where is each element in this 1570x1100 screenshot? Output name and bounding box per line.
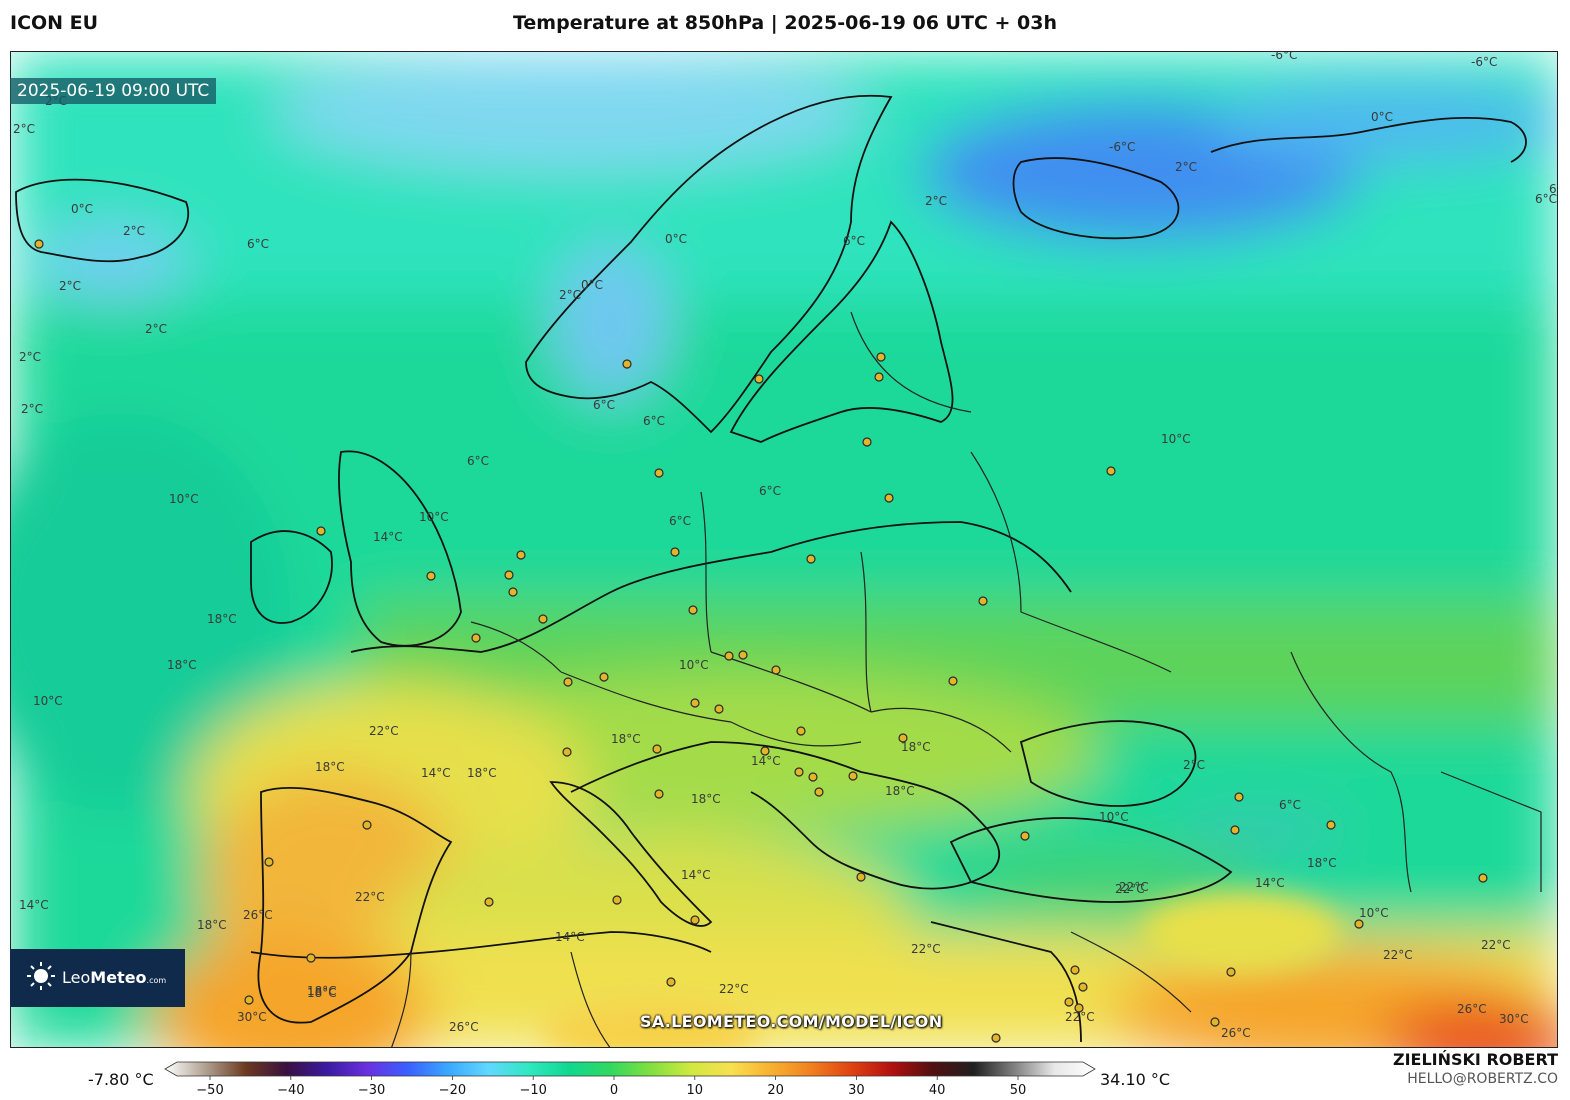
borders (391, 311, 1542, 1047)
contour-label: 10°C (1359, 906, 1389, 920)
colorbar-tick-label: 0 (609, 1083, 619, 1098)
contour-label: -6°C (1109, 140, 1136, 154)
contour-label: 26°C (449, 1020, 479, 1034)
colorbar (164, 1061, 1096, 1080)
contour-label: 26°C (1457, 1002, 1487, 1016)
contour-label: 18°C (1307, 856, 1337, 870)
contour-label: -6°C (1471, 55, 1498, 69)
contour-label: 14°C (1255, 876, 1285, 890)
contour-label: 22°C (911, 942, 941, 956)
valid-time-badge: 2025-06-19 09:00 UTC (10, 78, 217, 104)
contour-label: 14°C (19, 898, 49, 912)
contour-label: 6°C (759, 484, 782, 498)
contour-label: 6°C (1535, 192, 1558, 206)
model-name: ICON EU (10, 12, 99, 34)
contour-label: 6°C (1549, 182, 1557, 196)
contour-label: 2°C (1175, 160, 1198, 174)
source-watermark: SA.LEOMETEO.COM/MODEL/ICON (640, 1012, 943, 1031)
logo-brand-light: Leo (62, 968, 91, 987)
contour-label: 10°C (679, 658, 709, 672)
contour-label: 0°C (665, 232, 688, 246)
author-contact: HELLO@ROBERTZ.CO (1407, 1071, 1558, 1087)
contour-label: 2°C (1183, 758, 1206, 772)
colorbar-tick-label: −30 (357, 1083, 386, 1098)
contour-label: 2°C (19, 350, 42, 364)
contour-label: 0°C (581, 278, 604, 292)
contour-label: 30°C (237, 1010, 267, 1024)
contour-label: 14°C (373, 530, 403, 544)
colorbar-tick-label: 20 (767, 1083, 784, 1098)
contour-label: 6°C (593, 398, 616, 412)
contour-label: 18°C (167, 658, 197, 672)
colorbar-min-label: -7.80 °C (88, 1070, 154, 1089)
sun-icon (27, 962, 55, 990)
colorbar-tick-label: 50 (1009, 1083, 1027, 1098)
leometeo-logo[interactable]: LeoMeteo.com (10, 949, 185, 1007)
city-markers (34, 239, 1488, 1043)
contour-label: 22°C (355, 890, 385, 904)
colorbar-tick-label: 30 (848, 1083, 865, 1098)
map[interactable]: 2°C 2°C 0°C 2°C 6°C 2°C 2°C 2°C 2°C 0°C … (10, 51, 1558, 1048)
colorbar-tick-label: −20 (438, 1083, 467, 1098)
colorbar-tick-label: −10 (519, 1083, 547, 1098)
contour-label: 18°C (197, 918, 227, 932)
contour-label: 22°C (1119, 880, 1149, 894)
contour-label: 2°C (123, 224, 146, 238)
contour-label: 10°C (1099, 810, 1129, 824)
contour-label: 18°C (901, 740, 931, 754)
logo-domain: .com (146, 976, 167, 985)
contour-label: 22°C (1065, 1010, 1095, 1024)
contour-label: 30°C (1499, 1012, 1529, 1026)
colorbar-tick-label: −40 (277, 1083, 305, 1098)
contour-label: 6°C (467, 454, 490, 468)
contour-label: 18°C (307, 984, 337, 998)
contour-label: 0°C (71, 202, 94, 216)
author-name: ZIELIŃSKI ROBERT (1392, 1050, 1558, 1069)
contour-label: 10°C (169, 492, 199, 506)
colorbar-tick-label: −50 (196, 1083, 224, 1098)
contour-label: 2°C (59, 279, 82, 293)
contour-label: 2°C (21, 402, 44, 416)
contour-label: 18°C (611, 732, 641, 746)
contour-label: 22°C (719, 982, 749, 996)
contour-label: 6°C (843, 234, 866, 248)
contour-label: 6°C (247, 237, 270, 251)
contour-label: 2°C (145, 322, 168, 336)
contour-label: -6°C (1271, 51, 1298, 62)
contour-label: 18°C (885, 784, 915, 798)
contour-label: 14°C (421, 766, 451, 780)
contour-label: 6°C (1279, 798, 1302, 812)
contour-label: 14°C (555, 930, 585, 944)
logo-brand-bold: Meteo (90, 968, 147, 987)
temperature-field (11, 52, 1557, 1047)
colorbar-tick-label: 40 (928, 1083, 946, 1098)
colorbar-max-label: 34.10 °C (1100, 1070, 1171, 1089)
contour-label: 10°C (33, 694, 63, 708)
contour-label: 22°C (1115, 882, 1145, 896)
coastlines (15, 94, 1527, 1043)
contour-label: 18°C (315, 760, 345, 774)
contour-label: 14°C (681, 868, 711, 882)
contour-label: 2°C (925, 194, 948, 208)
logo-text: LeoMeteo.com (62, 968, 166, 987)
contour-label: 22°C (1481, 938, 1511, 952)
contour-label: 18°C (307, 986, 337, 1000)
contour-label: 0°C (1371, 110, 1394, 124)
contour-label: 6°C (643, 414, 666, 428)
contour-label: 2°C (559, 288, 582, 302)
contour-label: 26°C (243, 908, 273, 922)
contour-label: 22°C (1383, 948, 1413, 962)
contour-label: 26°C (1221, 1026, 1251, 1040)
chart-title: Temperature at 850hPa | 2025-06-19 06 UT… (512, 12, 1058, 34)
contour-label: 6°C (669, 514, 692, 528)
colorbar-tick-label: 10 (686, 1083, 704, 1098)
contour-label: 18°C (207, 612, 237, 626)
contour-label: 14°C (751, 754, 781, 768)
contour-label: 18°C (467, 766, 497, 780)
contour-label: 2°C (13, 122, 36, 136)
contour-label: 22°C (369, 724, 399, 738)
contour-label: 18°C (691, 792, 721, 806)
contour-label: 10°C (1161, 432, 1191, 446)
contour-label: 10°C (419, 510, 449, 524)
